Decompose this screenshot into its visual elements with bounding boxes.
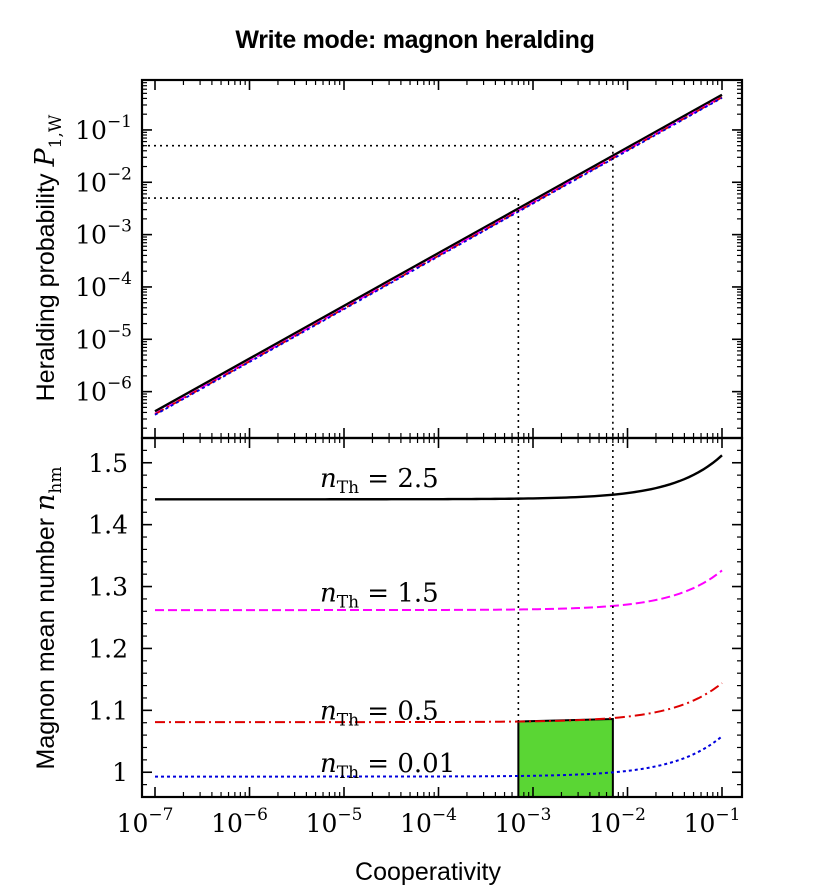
bottom-series-line [155, 735, 723, 778]
bottom-series-line [155, 569, 723, 612]
x-tick-label: 10−1 [684, 805, 741, 838]
bottom-series-group [155, 454, 723, 778]
curve-label: nTh = 0.01 [320, 749, 455, 783]
top-series-line [154, 97, 723, 416]
curve-label: nTh = 2.5 [320, 464, 439, 498]
bottom-y-axis-label: Magnon mean number nhm [30, 467, 66, 770]
y-tick-label: 1.1 [88, 696, 128, 725]
top-series-group [154, 93, 723, 416]
y-tick-label: 1.5 [88, 449, 128, 478]
highlight-region [517, 717, 614, 798]
bottom-axes-frame [140, 436, 744, 799]
y-tick-label: 10−6 [75, 374, 132, 407]
y-tick-label: 1.4 [88, 511, 128, 540]
x-tick-label: 10−7 [117, 805, 174, 838]
y-tick-label: 10−3 [75, 217, 132, 250]
bottom-series-line [155, 454, 723, 501]
curve-label: nTh = 0.5 [320, 696, 439, 730]
y-tick-label: 10−1 [75, 112, 132, 145]
x-tick-label: 10−6 [211, 805, 268, 838]
chart-title: Write mode: magnon heralding [235, 26, 595, 54]
x-tick-label: 10−4 [400, 805, 457, 838]
top-y-axis-label: Heralding probability P1,W [30, 114, 66, 401]
y-tick-label: 10−5 [75, 321, 132, 354]
x-tick-label: 10−5 [306, 805, 363, 838]
top-series-line [154, 93, 723, 413]
curve-label: nTh = 1.5 [320, 579, 439, 613]
y-tick-label: 10−2 [75, 164, 132, 197]
x-tick-label: 10−3 [495, 805, 552, 838]
y-tick-label: 1.2 [88, 634, 128, 663]
x-axis-label: Cooperativity [355, 858, 501, 886]
y-tick-label: 1.3 [88, 573, 128, 602]
y-tick-label: 10−4 [75, 269, 132, 302]
x-tick-label: 10−2 [589, 805, 646, 838]
bottom-series-line [155, 682, 723, 724]
y-tick-label: 1 [112, 758, 128, 787]
